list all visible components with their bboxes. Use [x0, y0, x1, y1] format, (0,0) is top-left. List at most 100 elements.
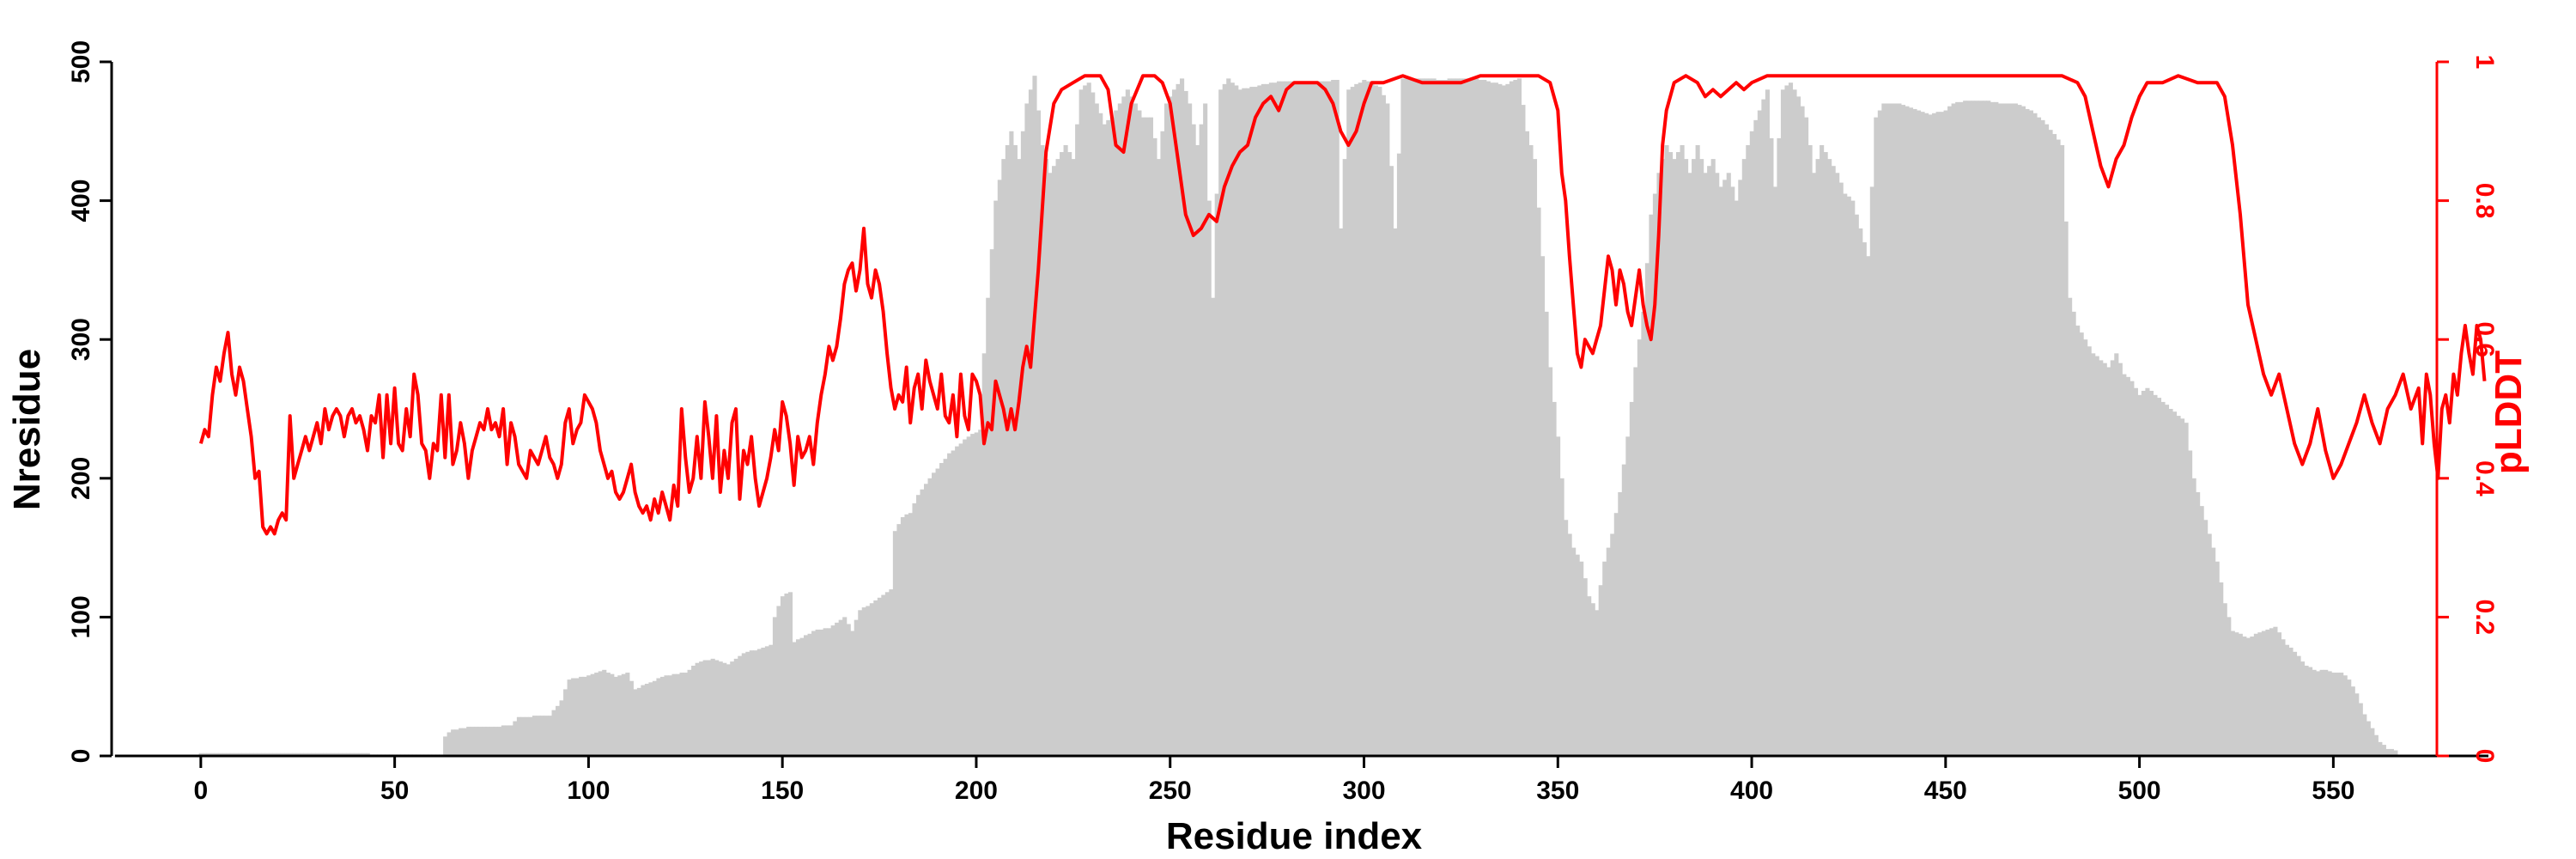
y-left-tick-label: 500	[67, 40, 95, 83]
bar	[2324, 669, 2329, 756]
bar	[1009, 131, 1014, 757]
bar	[1637, 339, 1642, 756]
bar	[2308, 667, 2313, 756]
bar	[303, 752, 308, 756]
bar	[1482, 80, 1487, 757]
bar	[1485, 81, 1491, 756]
bar	[1075, 124, 1080, 757]
bar	[1078, 89, 1084, 756]
bar	[300, 752, 305, 756]
x-tick-label: 150	[761, 777, 804, 805]
bar	[1447, 78, 1452, 757]
bar	[966, 436, 971, 756]
bar	[753, 650, 758, 756]
bar	[1203, 103, 1208, 757]
bar	[1303, 82, 1309, 757]
bar	[1807, 144, 1813, 756]
bar	[1947, 106, 1953, 757]
bar	[1959, 101, 1964, 756]
bar	[1644, 263, 1649, 756]
bar	[730, 661, 735, 756]
bar	[858, 610, 863, 756]
bar	[958, 443, 963, 756]
bar	[908, 513, 914, 756]
bar	[1171, 89, 1177, 756]
bar	[1114, 110, 1119, 756]
bar	[1137, 110, 1142, 756]
bar	[2036, 117, 2042, 756]
x-tick-label: 400	[1730, 777, 1773, 805]
bar	[567, 679, 572, 756]
bar	[1148, 117, 1154, 756]
bar	[508, 725, 513, 756]
bar	[1001, 159, 1006, 756]
bar	[974, 432, 979, 756]
bar	[989, 249, 994, 756]
bar	[2265, 629, 2270, 756]
bar	[1710, 159, 1716, 756]
bar	[1404, 78, 1410, 757]
bar	[1117, 103, 1122, 757]
bar	[1788, 82, 1794, 757]
bar	[237, 752, 242, 756]
bar	[2060, 144, 2065, 756]
bar	[218, 752, 223, 756]
bar	[733, 658, 738, 756]
bar	[497, 727, 502, 756]
bar	[652, 680, 658, 756]
bar	[2075, 326, 2081, 756]
bar	[1412, 78, 1418, 757]
bar	[2292, 651, 2298, 756]
bar	[2099, 360, 2104, 756]
bar	[1315, 81, 1321, 756]
bar	[2013, 103, 2018, 757]
bar	[2238, 633, 2243, 756]
bar	[2215, 561, 2220, 756]
bar	[1649, 214, 1654, 756]
bar	[2230, 631, 2235, 756]
bar	[602, 669, 607, 756]
bar	[932, 472, 937, 756]
bar	[2068, 297, 2073, 757]
bar	[1900, 105, 1906, 756]
bar	[1738, 180, 1743, 757]
bar	[249, 752, 254, 756]
bar	[474, 727, 479, 756]
bar	[1660, 159, 1666, 756]
bar	[1718, 186, 1723, 756]
bar	[1381, 94, 1386, 756]
bar	[854, 619, 859, 756]
bar	[2389, 748, 2394, 756]
bar	[943, 459, 948, 756]
bar	[667, 675, 673, 756]
bar	[2028, 110, 2034, 756]
bar	[1641, 311, 1646, 756]
bar	[1940, 112, 1945, 756]
bar	[1784, 85, 1789, 757]
bar	[1633, 367, 1638, 756]
bar	[1621, 464, 1626, 756]
bar	[2032, 113, 2038, 757]
bar	[2296, 655, 2301, 756]
bar	[2257, 632, 2263, 756]
bar	[1528, 144, 1534, 756]
bar	[2207, 533, 2212, 756]
bar	[466, 727, 471, 756]
bar	[264, 752, 270, 756]
bar	[2020, 106, 2026, 757]
x-tick-label: 50	[380, 777, 409, 805]
bar	[1761, 99, 1766, 756]
bar	[1908, 107, 1914, 756]
bar	[307, 752, 313, 756]
bar	[2044, 124, 2050, 757]
bar	[1986, 101, 1991, 757]
bar	[2114, 353, 2119, 756]
bar	[2242, 637, 2247, 756]
bar	[1474, 78, 1479, 757]
bar	[1253, 87, 1258, 756]
bar	[2129, 381, 2135, 756]
bar	[2381, 745, 2386, 756]
bar	[1180, 78, 1185, 757]
bar	[1354, 83, 1359, 756]
bar	[1211, 297, 1216, 757]
